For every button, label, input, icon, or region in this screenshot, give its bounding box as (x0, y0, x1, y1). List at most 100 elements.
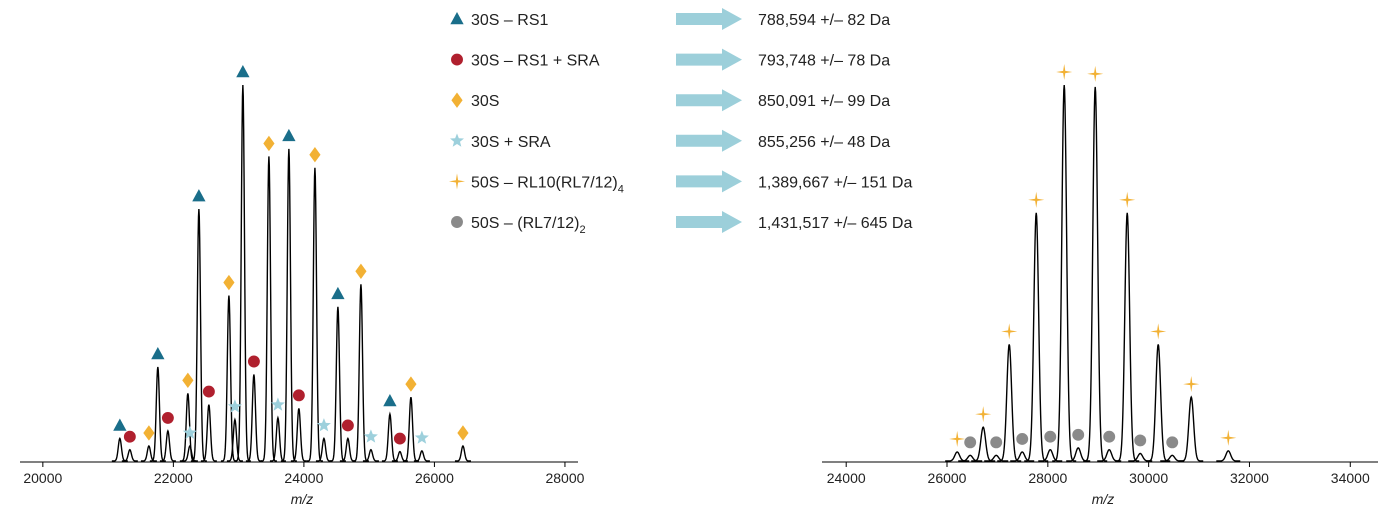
legend-label: 30S – RS1 + SRA (471, 53, 600, 70)
legend-name: 30S – RS1 + SRA (471, 53, 600, 70)
peak-marker (161, 411, 174, 424)
peak (402, 396, 419, 462)
peak (306, 167, 323, 462)
legend-mass: 1,431,517 +/– 645 Da (758, 215, 912, 232)
legend-label: 30S – RS1 (471, 12, 548, 29)
x-tick-label: 26000 (928, 470, 967, 486)
peak-marker (405, 376, 417, 392)
legend-marker (451, 53, 463, 66)
peak-marker (414, 430, 429, 444)
legend-arrow (676, 170, 742, 193)
peak-marker (1166, 436, 1179, 449)
peak-marker (1087, 65, 1104, 82)
peak-marker (393, 432, 406, 445)
x-axis-label: m/z (291, 491, 314, 507)
legend-name: 50S – RL10(RL7/12) (471, 174, 618, 191)
peak-marker (151, 347, 165, 360)
peak (1066, 447, 1091, 462)
peak (234, 84, 251, 462)
peak-marker (202, 385, 215, 398)
peak (329, 306, 346, 462)
peak-marker (263, 135, 275, 152)
peak (181, 444, 198, 462)
legend-label: 50S – (RL7/12)2 (471, 215, 586, 236)
peak (269, 415, 286, 462)
peak (1097, 448, 1122, 462)
x-tick-label: 24000 (827, 470, 866, 486)
peak-marker (236, 65, 250, 78)
peak-marker (1103, 430, 1116, 443)
peak-marker (143, 425, 155, 441)
peak-marker (964, 436, 977, 449)
peak-marker (990, 436, 1003, 449)
x-tick-label: 30000 (1129, 470, 1168, 486)
peak-marker (457, 425, 469, 441)
peak (121, 448, 138, 462)
peak (315, 437, 332, 462)
x-tick-label: 24000 (284, 470, 323, 486)
legend-label: 30S + SRA (471, 134, 551, 151)
peak-marker (341, 419, 354, 432)
legend-mass: 793,748 +/– 78 Da (758, 53, 890, 70)
peak-marker (1016, 433, 1029, 445)
peak (245, 374, 262, 462)
peak-marker (292, 389, 305, 402)
peak-marker (270, 397, 285, 411)
legend-label: 50S – RL10(RL7/12)4 (471, 174, 624, 195)
peak (958, 454, 983, 462)
peak-marker (1183, 376, 1200, 393)
legend-arrow (676, 211, 742, 233)
peak-marker (1072, 428, 1085, 441)
peak-marker (1056, 63, 1073, 81)
legend-arrow (676, 129, 742, 152)
peak-marker (182, 425, 197, 439)
peak-marker (1119, 191, 1136, 208)
peak (290, 408, 307, 462)
x-tick-label: 22000 (154, 470, 193, 486)
peak-marker (227, 399, 242, 413)
peak-marker (1150, 323, 1167, 340)
peak (1010, 451, 1035, 462)
legend-label: 30S (471, 93, 499, 110)
peak-marker (355, 263, 367, 279)
legend-arrow (676, 8, 742, 30)
peak (280, 148, 297, 462)
legend-marker (451, 92, 463, 108)
legend-subscript: 4 (618, 183, 624, 195)
peak-marker (309, 147, 321, 163)
x-tick-label: 28000 (1028, 470, 1067, 486)
peak (1038, 448, 1063, 462)
peak (159, 429, 176, 462)
peak (260, 156, 277, 462)
peak (1024, 212, 1049, 462)
peak-marker (975, 406, 992, 423)
peak-marker (247, 355, 260, 368)
peak-marker (363, 429, 378, 443)
peak-marker (223, 274, 235, 291)
peak (1052, 84, 1077, 462)
peak (190, 209, 207, 462)
legend-marker (448, 173, 466, 190)
legend-mass: 1,389,667 +/– 151 Da (758, 174, 912, 191)
peak (1216, 450, 1241, 462)
legend-name: 30S + SRA (471, 134, 551, 151)
peak-marker (1220, 429, 1237, 446)
legend-name: 30S – RS1 (471, 12, 548, 29)
peak-marker (383, 394, 397, 407)
peak-marker (182, 372, 194, 389)
legend-marker (450, 133, 464, 147)
legend-mass: 850,091 +/– 99 Da (758, 93, 890, 110)
legend-name: 50S – (RL7/12) (471, 215, 580, 232)
peak (111, 437, 128, 462)
legend-marker (451, 216, 463, 228)
legend-subscript: 2 (580, 224, 586, 236)
peak (200, 404, 217, 462)
peak (413, 449, 430, 462)
peak-marker (192, 189, 206, 202)
x-axis-label: m/z (1092, 491, 1115, 507)
peak (220, 295, 237, 462)
peak (984, 454, 1009, 462)
legend-mass: 788,594 +/– 82 Da (758, 12, 890, 29)
